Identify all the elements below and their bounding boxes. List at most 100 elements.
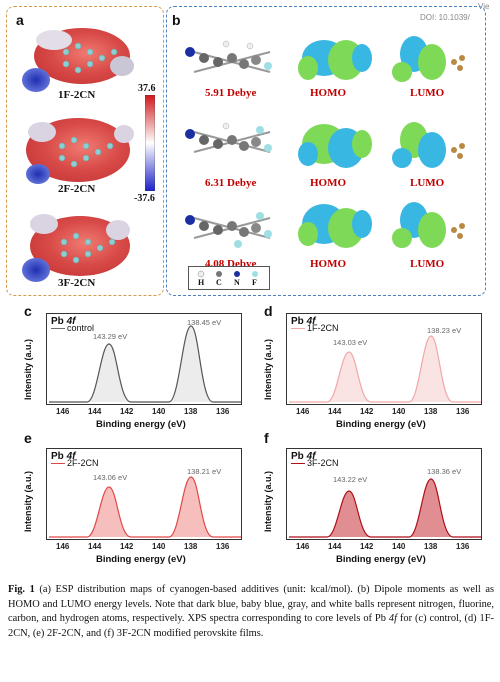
xps-title-c: Pb 4f — [51, 316, 75, 327]
legend-line-f — [291, 463, 305, 464]
xps-title-f: Pb 4f — [291, 451, 315, 462]
xlabel-d: Binding energy (eV) — [336, 419, 426, 430]
legend-atom-h: H — [198, 278, 205, 287]
structure-1F-2CN — [185, 40, 272, 73]
xps-title-e-orb: 4f — [66, 451, 76, 462]
tick-e-140: 140 — [152, 542, 166, 551]
peak-label-f-2: 138.36 eV — [427, 467, 462, 476]
dipole-2: 6.31 Debye — [205, 177, 257, 189]
tick-c-138: 138 — [184, 407, 198, 416]
legend-line-c — [51, 328, 65, 329]
ylabel-c: Intensity (a.u.) — [23, 338, 33, 400]
tick-e-144: 144 — [88, 542, 102, 551]
watermark-line1: Vie — [478, 2, 490, 11]
tick-c-146: 146 — [56, 407, 70, 416]
ylabel-d: Intensity (a.u.) — [263, 338, 273, 400]
peak-label-e-1: 143.06 eV — [93, 473, 128, 482]
homo-3 — [298, 204, 372, 248]
xps-title-d: Pb 4f — [291, 316, 315, 327]
dipole-1: 5.91 Debye — [205, 87, 257, 99]
lumo-label-1: LUMO — [410, 87, 445, 99]
panel-b — [166, 6, 486, 296]
xps-plot-f: Pb 4f 3F-2CN 143.22 eV 138.36 eV — [286, 448, 482, 540]
xps-plot-c: Pb 4f control 143.29 eV 138.45 eV — [46, 313, 242, 405]
tick-d-142: 142 — [360, 407, 374, 416]
xps-title-f-el: Pb — [291, 451, 304, 462]
tick-c-142: 142 — [120, 407, 134, 416]
tick-e-136: 136 — [216, 542, 230, 551]
panel-c-letter: c — [24, 303, 32, 319]
esp-map-1F-2CN — [22, 28, 134, 92]
xlabel-f: Binding energy (eV) — [336, 554, 426, 565]
lumo-3 — [392, 202, 465, 248]
legend-label-e: 2F-2CN — [67, 458, 99, 468]
lumo-2 — [392, 122, 465, 168]
homo-label-2: HOMO — [310, 177, 347, 189]
tick-f-144: 144 — [328, 542, 342, 551]
colorbar-max: 37.6 — [138, 83, 156, 94]
peak-label-d-1: 143.03 eV — [333, 338, 368, 347]
tick-e-138: 138 — [184, 542, 198, 551]
esp-label-2: 2F-2CN — [58, 183, 96, 195]
homo-label-1: HOMO — [310, 87, 347, 99]
xps-title-c-el: Pb — [51, 316, 64, 327]
tick-c-136: 136 — [216, 407, 230, 416]
xps-title-e: Pb 4f — [51, 451, 75, 462]
tick-d-136: 136 — [456, 407, 470, 416]
tick-f-138: 138 — [424, 542, 438, 551]
tick-d-140: 140 — [392, 407, 406, 416]
peak-label-c-1: 143.29 eV — [93, 332, 128, 341]
orbital-renders — [298, 36, 465, 248]
ylabel-f: Intensity (a.u.) — [263, 470, 273, 532]
figure-caption: Fig. 1 (a) ESP distribution maps of cyan… — [8, 583, 494, 641]
legend-atom-n: N — [234, 278, 240, 287]
esp-map-2F-2CN — [26, 118, 134, 184]
xps-plot-e: Pb 4f 2F-2CN 143.06 eV 138.21 eV — [46, 448, 242, 540]
legend-label-f: 3F-2CN — [307, 458, 339, 468]
caption-text-2: for (c) control, (d) 1F-2CN, (e) 2F-2CN,… — [8, 613, 494, 639]
xps-curve-d — [289, 335, 481, 403]
homo-1 — [298, 40, 372, 80]
homo-label-3: HOMO — [310, 258, 347, 270]
tick-e-146: 146 — [56, 542, 70, 551]
xps-curve-c — [49, 325, 241, 403]
panel-f-letter: f — [264, 430, 269, 446]
peak-label-e-2: 138.21 eV — [187, 467, 222, 476]
xlabel-c: Binding energy (eV) — [96, 419, 186, 430]
lumo-1 — [392, 36, 465, 82]
tick-c-140: 140 — [152, 407, 166, 416]
tick-e-142: 142 — [120, 542, 134, 551]
esp-label-3: 3F-2CN — [58, 277, 96, 289]
legend-label-d: 1F-2CN — [307, 323, 339, 333]
legend-atom-c: C — [216, 278, 222, 287]
xps-curve-e — [49, 476, 241, 538]
esp-maps — [22, 28, 134, 282]
esp-map-3F-2CN — [22, 214, 130, 282]
caption-orbital: 4f — [388, 613, 397, 624]
xps-title-d-el: Pb — [291, 316, 304, 327]
tick-f-142: 142 — [360, 542, 374, 551]
structure-2F-2CN — [185, 122, 272, 153]
xlabel-e: Binding energy (eV) — [96, 554, 186, 565]
tick-c-144: 144 — [88, 407, 102, 416]
lumo-label-3: LUMO — [410, 258, 445, 270]
xps-title-d-orb: 4f — [306, 316, 316, 327]
panel-b-letter: b — [172, 12, 181, 28]
atom-legend-dots — [197, 270, 258, 278]
panel-e-letter: e — [24, 430, 32, 446]
legend-label-c: control — [67, 323, 95, 333]
peak-label-f-1: 143.22 eV — [333, 475, 368, 484]
homo-2 — [298, 124, 372, 168]
peak-label-d-2: 138.23 eV — [427, 326, 462, 335]
legend-line-d — [291, 328, 305, 329]
tick-f-146: 146 — [296, 542, 310, 551]
lumo-label-2: LUMO — [410, 177, 445, 189]
tick-d-138: 138 — [424, 407, 438, 416]
esp-colorbar — [145, 95, 155, 191]
panel-a-letter: a — [16, 12, 24, 28]
ylabel-e: Intensity (a.u.) — [23, 470, 33, 532]
peak-label-c-2: 138.45 eV — [187, 318, 222, 327]
caption-text-1: (a) ESP distribution maps of cyanogen-ba… — [8, 584, 494, 624]
panel-d-letter: d — [264, 303, 273, 319]
esp-label-1: 1F-2CN — [58, 89, 96, 101]
